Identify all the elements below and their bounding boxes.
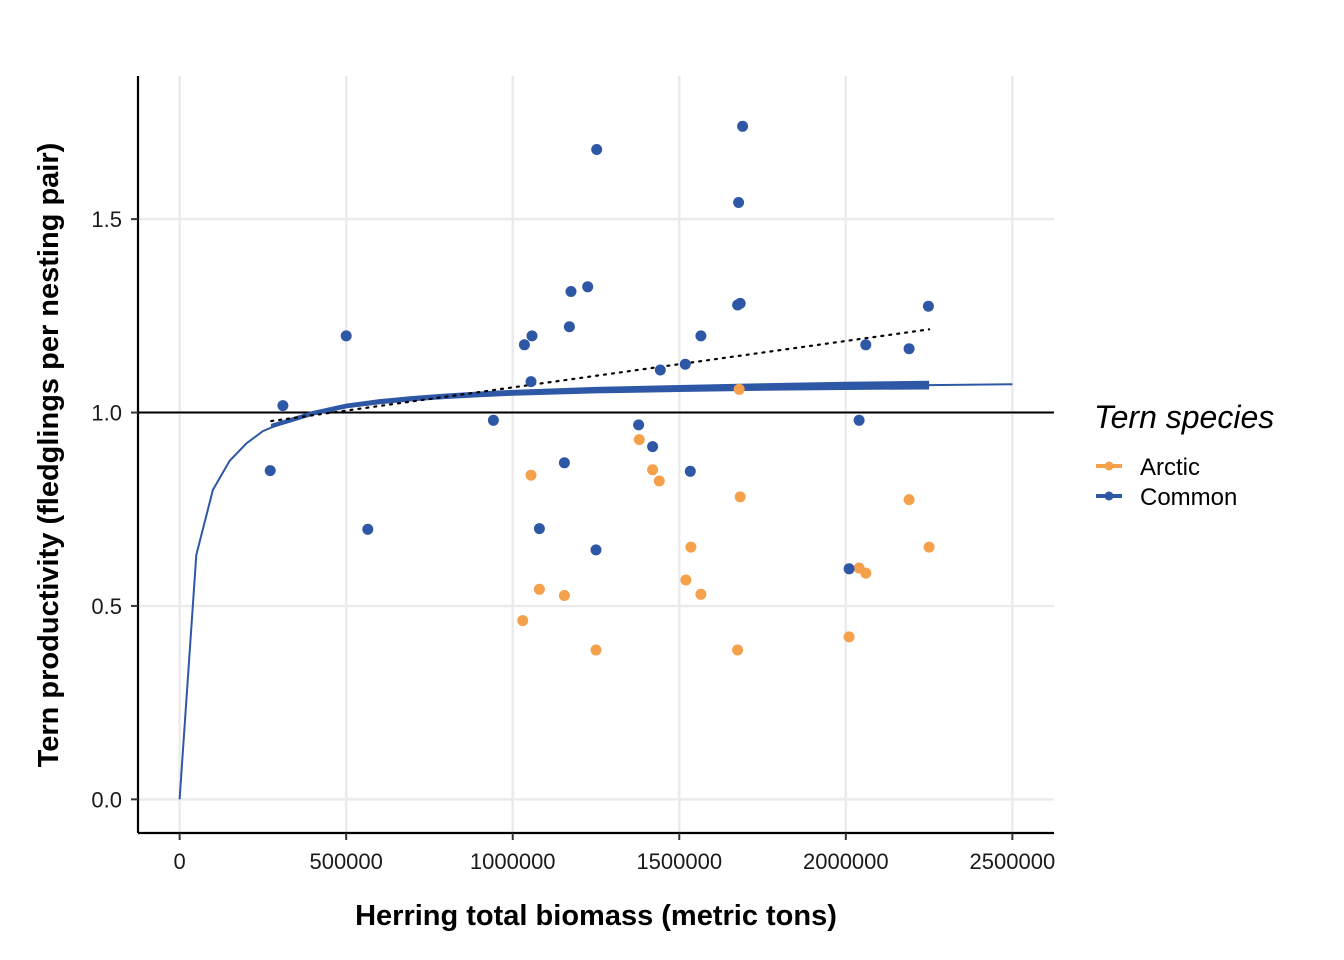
legend-key-dot-arctic (1104, 461, 1114, 471)
point-arctic (860, 567, 872, 579)
x-axis-title: Herring total biomass (metric tons) (355, 900, 837, 932)
point-common (733, 197, 745, 208)
linear-fit-line (270, 328, 931, 423)
point-arctic (695, 588, 707, 600)
point-common (487, 414, 499, 426)
point-arctic (734, 491, 746, 503)
point-arctic (903, 494, 915, 506)
bootstrap-curve (270, 386, 930, 429)
point-common (362, 523, 374, 535)
point-common (526, 330, 538, 342)
gridlines (138, 76, 1054, 833)
point-common (563, 321, 575, 333)
tick-labels: 0 500000 1000000 1500000 2000000 2500000 0.0 0.… (91, 207, 1055, 874)
fit-lines (138, 328, 1054, 800)
legend-label-common: Common (1140, 484, 1237, 511)
point-common (518, 339, 530, 351)
point-arctic (633, 434, 645, 446)
x-tick-label: 1500000 (636, 849, 722, 874)
point-common (860, 339, 872, 351)
point-arctic (685, 541, 697, 553)
point-common (533, 523, 545, 535)
point-common (565, 286, 577, 297)
point-arctic (517, 615, 529, 627)
point-arctic (732, 644, 744, 656)
fitted-curve (178, 383, 1013, 800)
point-common (633, 419, 645, 431)
point-common (843, 563, 855, 575)
y-tick-label: 1.5 (91, 207, 122, 232)
point-common (590, 544, 602, 556)
legend-label-arctic: Arctic (1140, 454, 1200, 481)
x-tick-label: 0 (174, 849, 186, 874)
point-common (647, 441, 659, 453)
point-common (582, 281, 594, 293)
point-common (737, 120, 749, 132)
x-tick-label: 2000000 (803, 849, 889, 874)
point-arctic (525, 469, 537, 481)
y-axis-title: Tern productivity (fledglings per nestin… (33, 143, 65, 768)
point-common (558, 457, 570, 469)
point-arctic (533, 583, 545, 595)
x-tick-label: 2500000 (970, 849, 1056, 874)
point-common (591, 144, 603, 155)
bootstrap-curve (270, 383, 930, 428)
legend-entry-common: Common (1096, 484, 1237, 511)
point-common (264, 465, 276, 477)
point-arctic (733, 383, 745, 395)
point-arctic (590, 644, 602, 656)
y-tick-label: 0.0 (91, 787, 122, 812)
point-common (525, 376, 537, 388)
axes (131, 76, 1054, 840)
y-tick-label: 0.5 (91, 594, 122, 619)
point-common (679, 358, 691, 370)
point-common (684, 465, 696, 477)
legend-key-dot-common (1104, 491, 1114, 501)
point-common (654, 364, 666, 376)
x-tick-label: 500000 (309, 849, 382, 874)
point-common (903, 343, 915, 355)
y-tick-label: 1.0 (91, 401, 122, 426)
legend-entry-arctic: Arctic (1096, 454, 1200, 481)
point-common (853, 414, 865, 426)
point-arctic (923, 541, 935, 553)
point-arctic (653, 475, 665, 487)
point-common (340, 330, 352, 342)
point-common (695, 330, 707, 342)
point-common (734, 297, 746, 309)
point-common (277, 400, 289, 412)
point-arctic (647, 464, 659, 476)
point-arctic (558, 590, 570, 601)
point-common (922, 300, 934, 312)
point-arctic (680, 574, 692, 586)
legend: Tern species Arctic Common (1094, 399, 1274, 511)
point-arctic (843, 631, 855, 643)
x-tick-label: 1000000 (470, 849, 556, 874)
legend-title: Tern species (1094, 399, 1274, 435)
data-points (264, 120, 935, 656)
